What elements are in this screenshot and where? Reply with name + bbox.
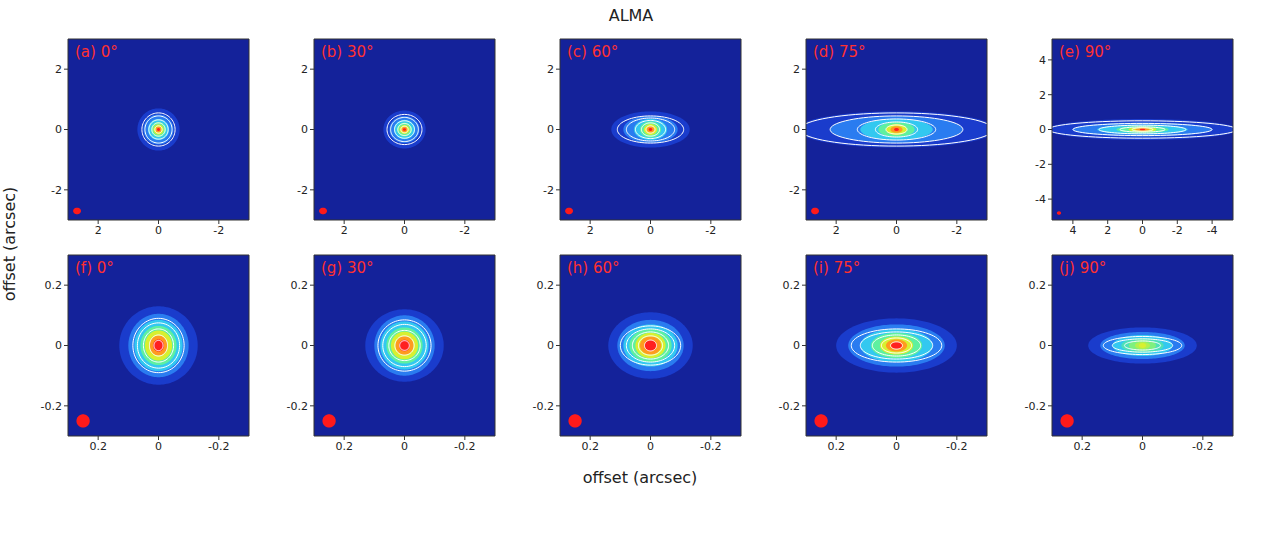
svg-text:0.2: 0.2 (827, 440, 845, 453)
svg-text:0: 0 (1139, 224, 1146, 237)
svg-text:-0.2: -0.2 (454, 440, 475, 453)
svg-text:0: 0 (401, 224, 408, 237)
svg-text:-0.2: -0.2 (1192, 440, 1213, 453)
svg-text:0.2: 0.2 (581, 440, 599, 453)
svg-text:0: 0 (55, 339, 62, 352)
svg-text:offset (arcsec): offset (arcsec) (0, 187, 19, 302)
svg-text:0.2: 0.2 (783, 279, 801, 292)
svg-text:2: 2 (547, 63, 554, 76)
svg-text:4: 4 (1069, 224, 1076, 237)
svg-text:0.2: 0.2 (45, 279, 63, 292)
svg-text:2: 2 (587, 224, 594, 237)
svg-text:0: 0 (1139, 440, 1146, 453)
html-text:(c) 60°: (c) 60° (567, 43, 619, 61)
svg-text:-2: -2 (705, 224, 716, 237)
svg-text:4: 4 (1039, 54, 1046, 67)
svg-text:-0.2: -0.2 (779, 400, 800, 413)
svg-text:0.2: 0.2 (1073, 440, 1091, 453)
html-text:(j) 90°: (j) 90° (1059, 259, 1107, 277)
svg-text:-2: -2 (1035, 158, 1046, 171)
svg-text:0.2: 0.2 (537, 279, 555, 292)
svg-text:-0.2: -0.2 (700, 440, 721, 453)
svg-text:-0.2: -0.2 (287, 400, 308, 413)
html-text:(f) 0°: (f) 0° (75, 259, 114, 277)
svg-text:0: 0 (893, 224, 900, 237)
svg-text:-4: -4 (1207, 224, 1218, 237)
svg-text:0: 0 (301, 339, 308, 352)
html-text:ALMA: ALMA (608, 6, 654, 25)
svg-text:2: 2 (1039, 89, 1046, 102)
svg-text:-2: -2 (297, 184, 308, 197)
html-text:(e) 90°: (e) 90° (1059, 43, 1112, 61)
svg-text:-0.2: -0.2 (533, 400, 554, 413)
svg-text:0: 0 (647, 440, 654, 453)
svg-text:-4: -4 (1035, 193, 1046, 206)
svg-text:2: 2 (55, 63, 62, 76)
svg-text:0: 0 (647, 224, 654, 237)
svg-text:0.2: 0.2 (335, 440, 353, 453)
svg-text:2: 2 (341, 224, 348, 237)
html-text:(h) 60°: (h) 60° (567, 259, 620, 277)
svg-text:2: 2 (793, 63, 800, 76)
svg-text:0: 0 (1039, 123, 1046, 136)
svg-text:-0.2: -0.2 (208, 440, 229, 453)
svg-text:0: 0 (401, 440, 408, 453)
svg-text:0: 0 (301, 123, 308, 136)
svg-text:-2: -2 (1172, 224, 1183, 237)
svg-text:-2: -2 (543, 184, 554, 197)
svg-text:0: 0 (155, 440, 162, 453)
svg-text:-2: -2 (213, 224, 224, 237)
svg-text:-2: -2 (459, 224, 470, 237)
svg-text:2: 2 (301, 63, 308, 76)
svg-text:2: 2 (1104, 224, 1111, 237)
html-text:(d) 75°: (d) 75° (813, 43, 866, 61)
svg-text:0.2: 0.2 (1029, 279, 1047, 292)
svg-text:2: 2 (95, 224, 102, 237)
svg-text:-2: -2 (789, 184, 800, 197)
svg-text:0: 0 (155, 224, 162, 237)
svg-text:-0.2: -0.2 (946, 440, 967, 453)
html-text:offset (arcsec): offset (arcsec) (582, 468, 698, 487)
svg-text:-2: -2 (51, 184, 62, 197)
svg-text:2: 2 (833, 224, 840, 237)
svg-text:0: 0 (55, 123, 62, 136)
svg-text:0: 0 (547, 339, 554, 352)
html-text:(a) 0°: (a) 0° (75, 43, 118, 61)
svg-text:0: 0 (793, 123, 800, 136)
svg-text:0.2: 0.2 (89, 440, 107, 453)
svg-text:0: 0 (547, 123, 554, 136)
svg-text:0.2: 0.2 (291, 279, 309, 292)
html-text:(g) 30°: (g) 30° (321, 259, 374, 277)
svg-text:-0.2: -0.2 (41, 400, 62, 413)
svg-text:-2: -2 (951, 224, 962, 237)
html-text:(i) 75°: (i) 75° (813, 259, 861, 277)
svg-text:0: 0 (793, 339, 800, 352)
svg-text:0: 0 (893, 440, 900, 453)
svg-text:0: 0 (1039, 339, 1046, 352)
html-text:(b) 30°: (b) 30° (321, 43, 374, 61)
svg-text:-0.2: -0.2 (1025, 400, 1046, 413)
